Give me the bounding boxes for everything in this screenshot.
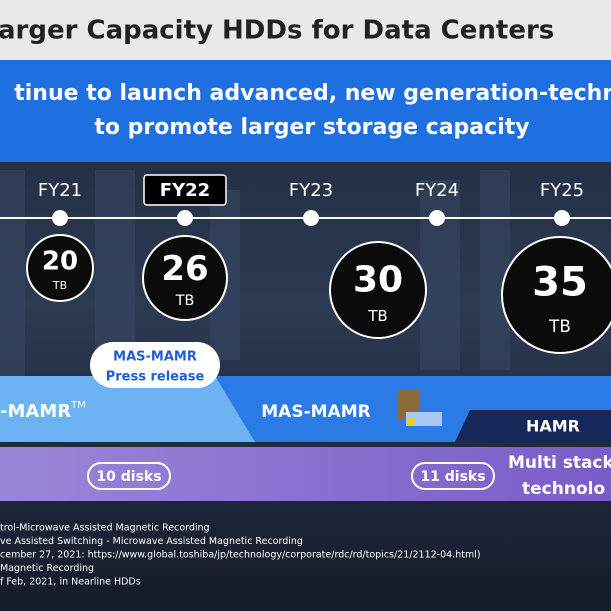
press-release-text: MAS-MAMR	[113, 350, 197, 365]
disk-band	[0, 447, 611, 501]
title: arger Capacity HDDs for Data Centers	[0, 16, 554, 46]
tech-label: -MAMRTM	[0, 400, 86, 422]
title-bar	[0, 0, 611, 60]
banner-line: to promote larger storage capacity	[94, 115, 529, 140]
timeline-dot	[52, 210, 68, 226]
disk-pill	[87, 462, 171, 490]
capacity-unit: TB	[548, 316, 571, 336]
disk-label: 10 disks	[96, 469, 161, 485]
multi-stack: Multi stack	[508, 453, 611, 473]
capacity-value: 35	[532, 260, 588, 306]
capacity-value: 30	[353, 259, 403, 300]
year-label: FY25	[540, 180, 584, 201]
trademark: TM	[70, 400, 86, 411]
banner-line: tinue to launch advanced, new generation…	[14, 81, 611, 106]
timeline-dot	[429, 210, 445, 226]
timeline-dot	[303, 210, 319, 226]
mamr-band	[0, 376, 255, 442]
footnote: Magnetic Recording	[0, 563, 94, 574]
year-label: FY22	[160, 180, 210, 201]
footnote: ve Assisted Switching - Microwave Assist…	[0, 536, 303, 547]
capacity-circle	[329, 241, 427, 339]
press-release-text: Press release	[106, 370, 205, 385]
multi-stack: technolo	[522, 479, 605, 499]
banner	[0, 60, 611, 162]
capacity-unit: TB	[367, 307, 388, 325]
footnote: trol-Microwave Assisted Magnetic Recordi…	[0, 523, 210, 534]
head-icon	[398, 390, 442, 426]
capacity-value: 20	[42, 247, 78, 277]
timeline-dot	[177, 210, 193, 226]
tech-name: -MAMR	[0, 401, 71, 422]
capacity-unit: TB	[52, 279, 67, 292]
tech-label: HAMR	[526, 417, 580, 436]
capacity-circle	[501, 236, 611, 354]
capacity-unit: TB	[175, 293, 195, 309]
tech-label: MAS-MAMR	[261, 402, 370, 422]
year-label: FY24	[415, 180, 459, 201]
year-label: FY23	[289, 180, 333, 201]
capacity-circle	[142, 235, 228, 321]
timeline-dot	[554, 210, 570, 226]
hamr-band	[455, 410, 611, 442]
disk-pill	[411, 462, 495, 490]
year-label: FY21	[38, 180, 82, 201]
press-release-bubble	[90, 342, 220, 388]
year-highlight	[143, 174, 227, 206]
disk-label: 11 disks	[420, 469, 485, 485]
capacity-value: 26	[161, 249, 208, 289]
capacity-circle	[26, 234, 94, 302]
footnote: cember 27, 2021: https://www.global.tosh…	[0, 550, 481, 561]
footnote: f Feb, 2021, in Nearline HDDs	[0, 577, 141, 588]
